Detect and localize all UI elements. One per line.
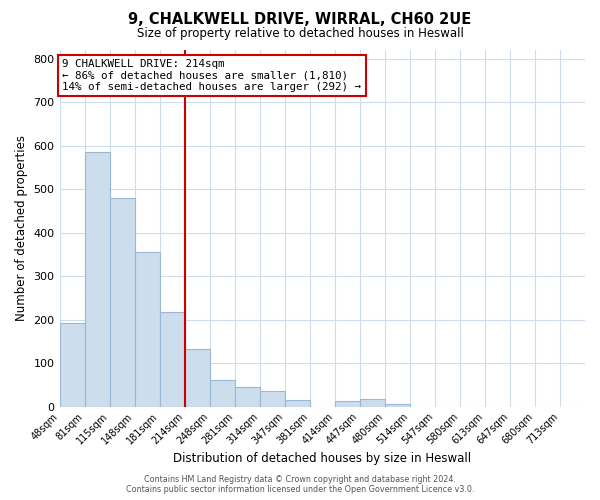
Bar [235, 386, 260, 406]
Bar [59, 322, 85, 406]
Bar [185, 349, 209, 406]
Bar [260, 390, 285, 406]
Text: 9 CHALKWELL DRIVE: 214sqm
← 86% of detached houses are smaller (1,810)
14% of se: 9 CHALKWELL DRIVE: 214sqm ← 86% of detac… [62, 59, 361, 92]
X-axis label: Distribution of detached houses by size in Heswall: Distribution of detached houses by size … [173, 452, 472, 465]
Bar [160, 312, 185, 406]
Text: Contains HM Land Registry data © Crown copyright and database right 2024.
Contai: Contains HM Land Registry data © Crown c… [126, 474, 474, 494]
Bar [335, 402, 360, 406]
Bar [110, 198, 134, 406]
Bar [134, 252, 160, 406]
Y-axis label: Number of detached properties: Number of detached properties [15, 136, 28, 322]
Bar [285, 400, 310, 406]
Text: Size of property relative to detached houses in Heswall: Size of property relative to detached ho… [137, 28, 463, 40]
Bar [385, 404, 410, 406]
Bar [85, 152, 110, 406]
Bar [360, 400, 385, 406]
Bar [209, 380, 235, 406]
Text: 9, CHALKWELL DRIVE, WIRRAL, CH60 2UE: 9, CHALKWELL DRIVE, WIRRAL, CH60 2UE [128, 12, 472, 28]
